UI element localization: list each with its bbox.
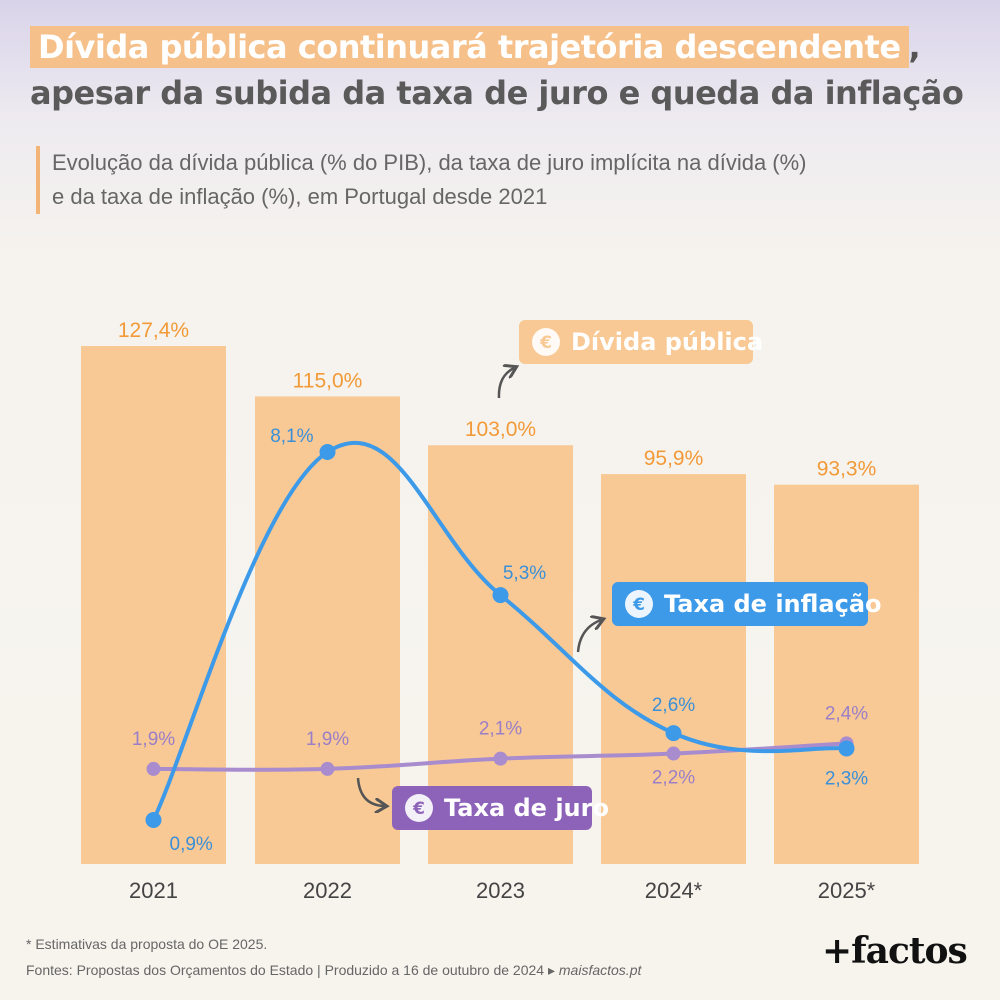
inflation-value-label: 5,3% bbox=[503, 563, 546, 584]
arrow-juro bbox=[356, 777, 384, 806]
juro-value-label: 2,4% bbox=[825, 703, 868, 724]
title-highlight: Dívida pública continuará trajetória des… bbox=[30, 26, 909, 68]
juro-value-label: 2,1% bbox=[479, 719, 522, 740]
inflation-value-label: 8,1% bbox=[270, 426, 313, 447]
legend-juro: € Taxa de juro bbox=[392, 786, 609, 830]
legend-inflacao: € Taxa de inflação bbox=[612, 582, 882, 626]
juro-value-label: 1,9% bbox=[306, 729, 349, 750]
source-line: Fontes: Propostas dos Orçamentos do Esta… bbox=[26, 962, 641, 979]
subtitle: Evolução da dívida pública (% do PIB), d… bbox=[36, 146, 982, 214]
bar-2022 bbox=[255, 396, 400, 864]
inflation-value-label: 2,6% bbox=[652, 695, 695, 716]
money-bag-icon: € bbox=[532, 328, 560, 356]
legend-inflacao-label: Taxa de inflação bbox=[664, 590, 882, 618]
hand-coin-icon: € bbox=[625, 590, 653, 618]
hand-coin-icon-glyph: € bbox=[632, 595, 645, 615]
inflation-value-label: 0,9% bbox=[170, 834, 213, 855]
juro-point bbox=[666, 746, 681, 761]
coin-stack-icon-glyph: € bbox=[412, 799, 425, 819]
legend-divida: € Dívida pública bbox=[519, 320, 763, 364]
hand-coin-icon-shape bbox=[625, 590, 653, 618]
legend-inflacao-bg bbox=[612, 582, 868, 626]
juro-point bbox=[493, 751, 508, 766]
inflation-value-label: 2,3% bbox=[825, 768, 868, 789]
x-tick-label: 2022 bbox=[303, 878, 352, 903]
inflation-point bbox=[665, 725, 682, 742]
legend-divida-bg bbox=[519, 320, 753, 364]
inflation-point bbox=[838, 740, 855, 757]
juro-value-label: 2,2% bbox=[652, 768, 695, 789]
juro-value-label: 1,9% bbox=[132, 729, 175, 750]
bar-2025* bbox=[774, 484, 919, 864]
x-tick-label: 2025* bbox=[818, 878, 876, 903]
coin-stack-icon: € bbox=[405, 794, 433, 822]
legend-juro-bg bbox=[392, 786, 592, 830]
x-tick-label: 2023 bbox=[476, 878, 525, 903]
arrow-divida bbox=[497, 368, 514, 399]
title-line-1: Dívida pública continuará trajetória des… bbox=[30, 24, 980, 70]
legend-divida-label: Dívida pública bbox=[571, 328, 763, 356]
bar-value-label: 127,4% bbox=[118, 319, 189, 342]
bar-value-label: 103,0% bbox=[465, 418, 536, 441]
footnote: * Estimativas da proposta do OE 2025. bbox=[26, 936, 268, 952]
inflation-line bbox=[151, 441, 847, 821]
arrow-inflacao bbox=[576, 620, 601, 653]
site-link[interactable]: maisfactos.pt bbox=[558, 962, 642, 978]
bar-2024* bbox=[601, 474, 746, 864]
title-comma: , bbox=[908, 28, 921, 66]
x-tick-label: 2021 bbox=[129, 878, 178, 903]
source-text: Fontes: Propostas dos Orçamentos do Esta… bbox=[26, 962, 555, 978]
money-bag-icon-glyph: € bbox=[539, 333, 552, 353]
bar-value-label: 93,3% bbox=[817, 458, 877, 481]
inflation-point bbox=[492, 587, 509, 604]
subtitle-line-1: Evolução da dívida pública (% do PIB), d… bbox=[52, 150, 807, 175]
juro-point bbox=[320, 761, 335, 776]
subtitle-line-2: e da taxa de inflação (%), em Portugal d… bbox=[52, 184, 548, 209]
title-line-2: apesar da subida da taxa de juro e queda… bbox=[30, 74, 964, 112]
brand-logo: +factos bbox=[822, 930, 968, 972]
bar-value-label: 95,9% bbox=[644, 447, 704, 470]
legend-juro-label: Taxa de juro bbox=[444, 794, 609, 822]
bar-value-label: 115,0% bbox=[293, 369, 363, 392]
inflation-point bbox=[145, 812, 162, 828]
juro-point bbox=[146, 761, 161, 776]
bar-2021 bbox=[81, 346, 226, 864]
inflation-point bbox=[319, 444, 336, 460]
money-bag-icon-shape bbox=[532, 328, 560, 356]
coin-stack-icon-shape bbox=[405, 794, 433, 822]
title-block: Dívida pública continuará trajetória des… bbox=[30, 24, 980, 116]
x-tick-label: 2024* bbox=[645, 878, 703, 903]
